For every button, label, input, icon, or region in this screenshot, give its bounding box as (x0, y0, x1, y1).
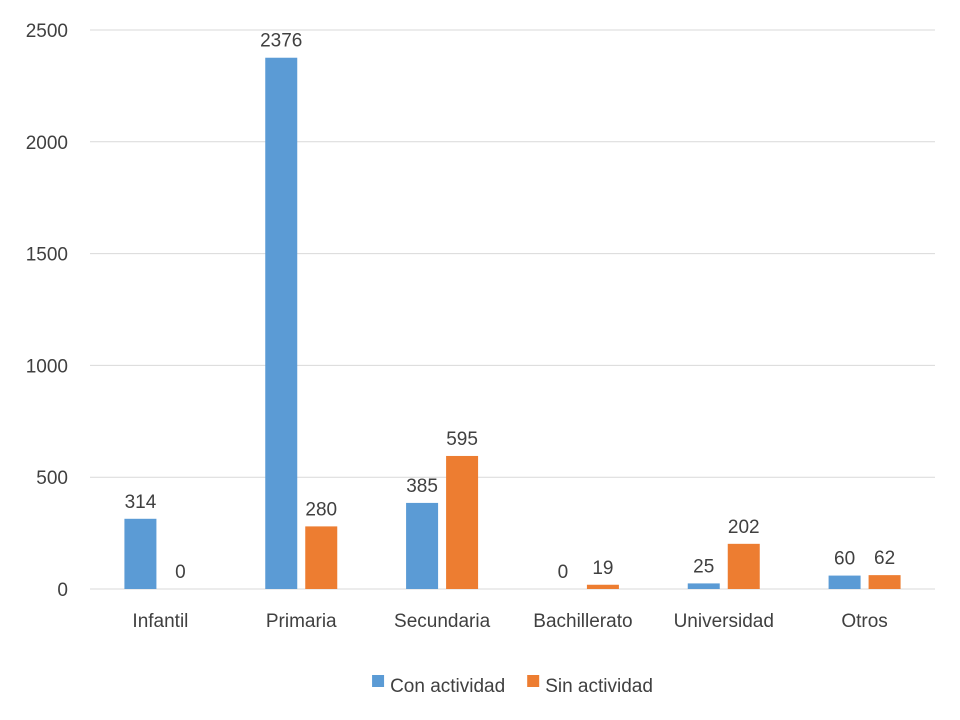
data-label-secundaria-series-2: 595 (446, 429, 478, 450)
y-tick-label-2000: 2000 (26, 133, 68, 154)
x-tick-label-bachillerato: Bachillerato (533, 611, 632, 632)
data-label-infantil-series-2: 0 (175, 562, 186, 583)
data-label-secundaria-series-1: 385 (406, 476, 438, 497)
data-label-primaria-series-2: 280 (305, 499, 337, 520)
bar-secundaria-series-2 (446, 455, 479, 589)
bar-otros-series-2 (868, 575, 901, 589)
data-label-primaria-series-1: 2376 (260, 31, 302, 52)
legend-item-series-2: Sin actividad (527, 675, 653, 697)
x-tick-label-primaria: Primaria (266, 611, 337, 632)
data-label-otros-series-1: 60 (834, 549, 855, 570)
y-tick-label-1500: 1500 (26, 245, 68, 266)
legend-swatch-series-1 (372, 675, 385, 687)
bar-bachillerato-series-2 (586, 584, 619, 589)
data-labels: 314 0 2376 280 385 595 0 19 25 202 60 62 (125, 31, 896, 583)
bar-otros-series-1 (828, 575, 861, 589)
x-axis-tick-labels: Infantil Primaria Secundaria Bachillerato Un… (132, 611, 887, 632)
legend-item-series-1: Con actividad (372, 675, 505, 697)
y-tick-label-500: 500 (36, 468, 68, 489)
bar-universidad-series-1 (687, 583, 720, 589)
gridlines (90, 29, 935, 590)
legend-swatch-series-2 (527, 675, 540, 687)
bar-primaria-series-1 (265, 57, 298, 590)
data-label-bachillerato-series-2: 19 (592, 558, 613, 579)
y-axis-tick-labels: 0 500 1000 1500 2000 2500 (26, 21, 68, 601)
bar-primaria-series-2 (305, 526, 338, 589)
legend-label-series-2: Sin actividad (545, 676, 653, 697)
data-label-universidad-series-2: 202 (728, 517, 760, 538)
x-tick-label-otros: Otros (841, 611, 887, 632)
bar-infantil-series-1 (124, 518, 157, 589)
x-tick-label-secundaria: Secundaria (394, 611, 491, 632)
legend: Con actividad Sin actividad (372, 675, 653, 697)
bar-secundaria-series-1 (406, 502, 439, 589)
bars (124, 57, 901, 590)
bar-universidad-series-2 (727, 543, 760, 589)
y-tick-label-2500: 2500 (26, 21, 68, 42)
x-tick-label-infantil: Infantil (132, 611, 188, 632)
data-label-universidad-series-1: 25 (693, 556, 714, 577)
data-label-bachillerato-series-1: 0 (558, 562, 569, 583)
data-label-otros-series-2: 62 (874, 548, 895, 569)
y-tick-label-1000: 1000 (26, 356, 68, 377)
y-tick-label-0: 0 (57, 580, 68, 601)
data-label-infantil-series-1: 314 (125, 492, 157, 513)
legend-label-series-1: Con actividad (390, 676, 505, 697)
x-tick-label-universidad: Universidad (674, 611, 774, 632)
